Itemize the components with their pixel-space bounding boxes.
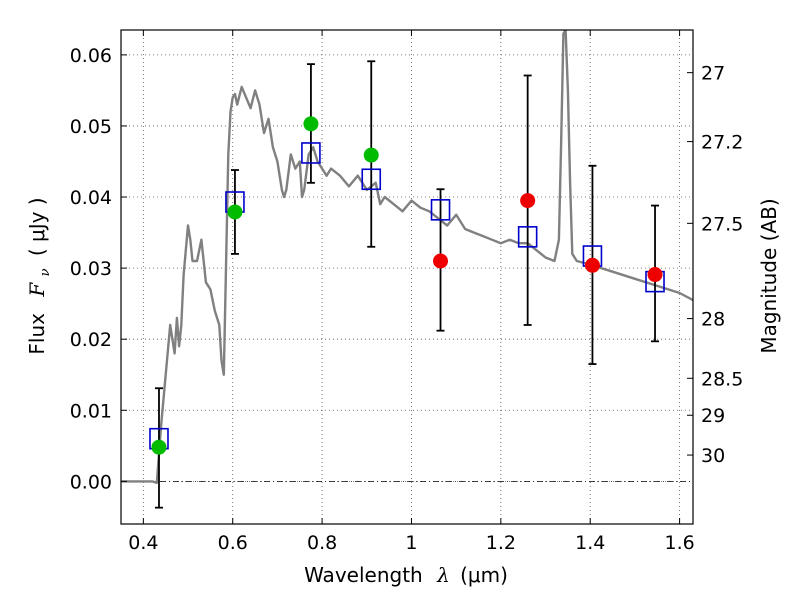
- y2-axis-label: Magnitude (AB): [757, 198, 781, 353]
- y-tick-label: 0.05: [70, 116, 112, 138]
- observed-flux-red-point: [647, 267, 663, 283]
- model-flux-square: [517, 226, 538, 248]
- y-tick-label: 0.04: [70, 187, 112, 209]
- observed-flux-green-point: [227, 204, 243, 220]
- x-tick-label: 1.4: [575, 532, 605, 554]
- y-tick-label: 0.00: [70, 471, 112, 493]
- y-axis-label-subscript: ν: [38, 268, 53, 276]
- axis-ticks: 0.4 0.6 0.8 1 1.2 1.4 1.6 0.00 0.01 0.02 0.03 0.04 0…: [70, 30, 743, 554]
- y2-tick-label: 30: [701, 445, 725, 467]
- y-tick-label: 0.03: [70, 258, 112, 280]
- y-axis-label-prefix: Flux: [25, 313, 49, 355]
- observed-flux-green-point: [363, 147, 379, 163]
- y-axis-label-symbol: F: [25, 282, 49, 298]
- y-axis-label-unit: ( μJy ): [25, 197, 49, 256]
- x-tick-label: 0.6: [218, 532, 248, 554]
- y-tick-label: 0.02: [70, 329, 112, 351]
- observed-flux-green-point: [303, 116, 319, 132]
- observed-flux-red-point: [433, 253, 449, 269]
- x-axis-label-prefix: Wavelength: [304, 563, 423, 587]
- x-tick-label: 1: [405, 532, 417, 554]
- model-flux-square: [430, 199, 451, 221]
- y2-tick-label: 27.2: [701, 132, 743, 154]
- model-flux-square: [301, 142, 321, 164]
- y-tick-label: 0.01: [70, 400, 112, 422]
- y-axis-label: Flux F ν ( μJy ): [25, 197, 54, 354]
- plot-frame: [120, 29, 694, 525]
- observed-flux-red-point: [520, 193, 536, 209]
- x-axis-label: Wavelength λ (μm): [304, 563, 508, 587]
- model-flux-square: [361, 168, 382, 191]
- y2-tick-label: 29: [701, 405, 725, 427]
- y2-tick-label: 28.5: [701, 368, 743, 390]
- y2-tick-label: 27.5: [701, 213, 743, 235]
- y2-tick-label: 28: [701, 309, 725, 331]
- y-tick-label: 0.06: [70, 45, 112, 67]
- observed-flux-red-point: [584, 257, 600, 273]
- x-tick-label: 0.8: [307, 532, 337, 554]
- plot-area: [121, 30, 693, 509]
- grid-lines: [121, 30, 693, 524]
- x-axis-label-unit: (μm): [460, 563, 508, 587]
- x-tick-label: 1.6: [664, 532, 694, 554]
- x-tick-label: 0.4: [128, 532, 158, 554]
- spectrum-line: [121, 30, 693, 484]
- x-axis-label-symbol: λ: [436, 563, 450, 587]
- observed-flux-green-point: [151, 439, 167, 455]
- x-tick-label: 1.2: [486, 532, 516, 554]
- y2-tick-label: 27: [701, 63, 725, 85]
